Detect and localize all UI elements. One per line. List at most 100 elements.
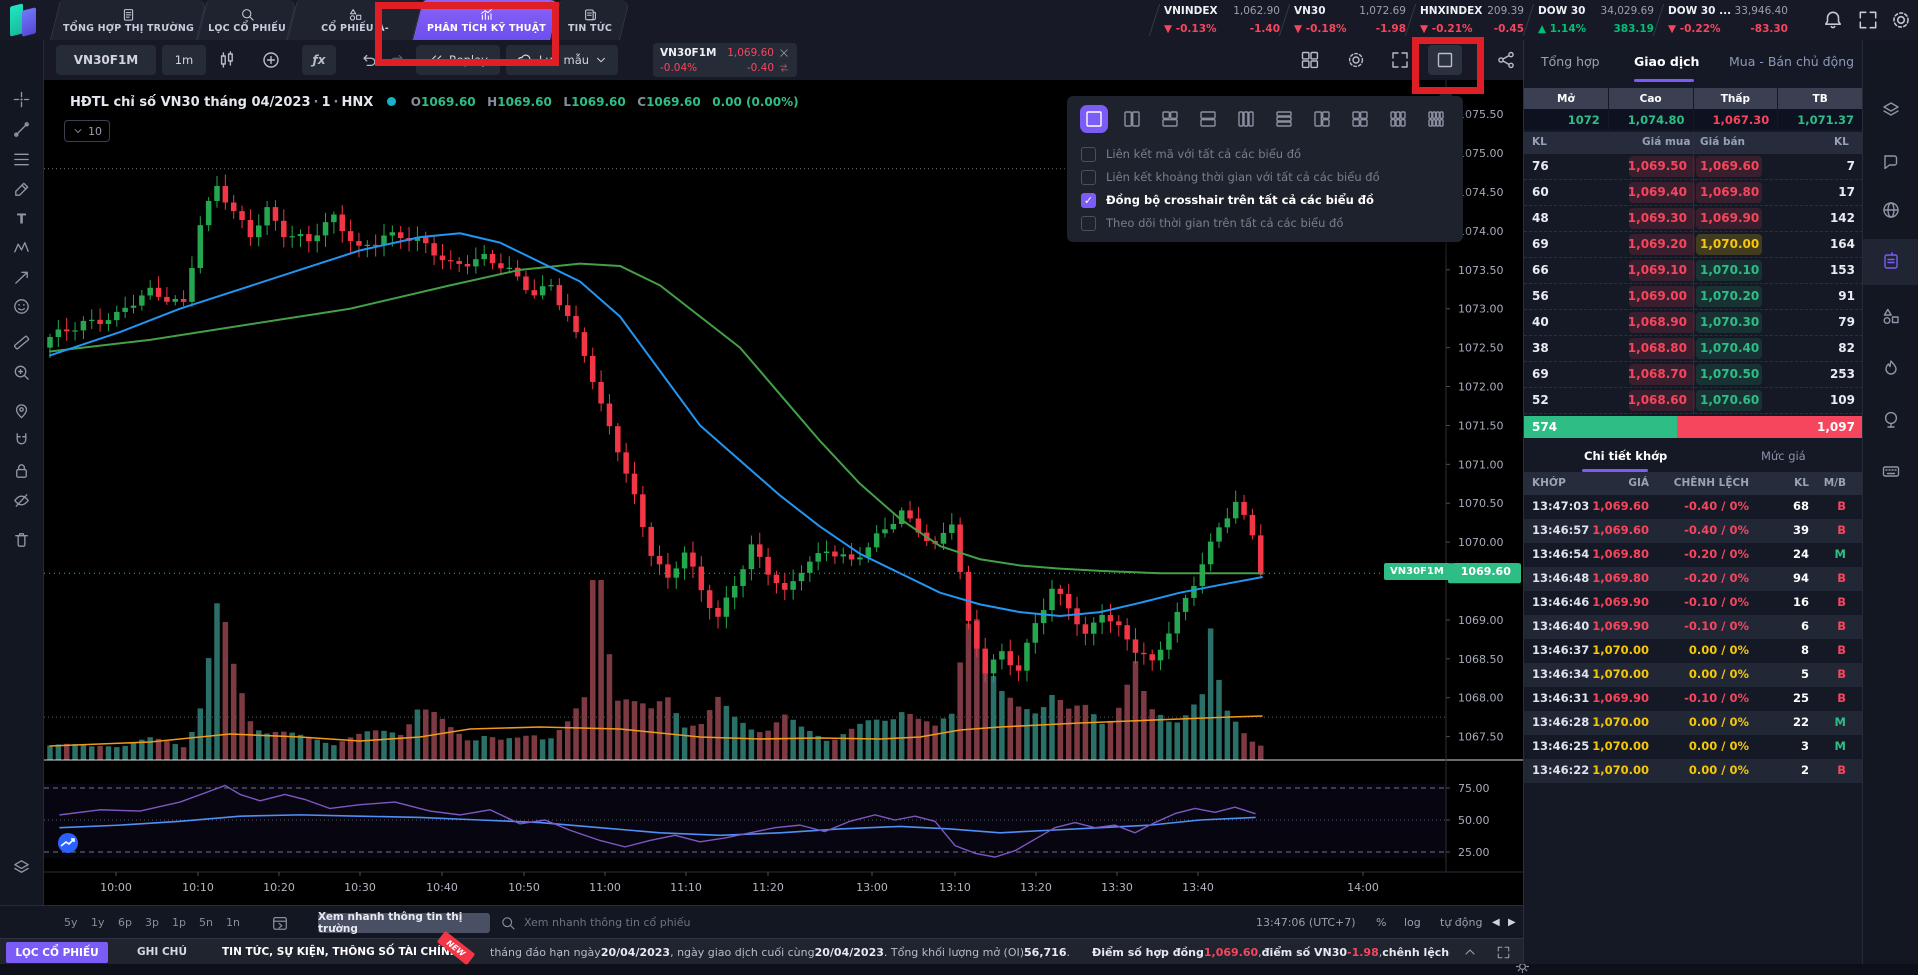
panel-tab-2[interactable]: Giao dịch	[1634, 53, 1700, 69]
layout-2top-1bottom-icon[interactable]	[1156, 105, 1184, 133]
pane-next-arrow[interactable]: ▶	[1508, 917, 1516, 928]
chart-settings-icon[interactable]	[1340, 45, 1372, 75]
stock-filter-button[interactable]: LỌC CỔ PHIẾU	[6, 942, 108, 963]
index-chip-hnxindex[interactable]: HNXINDEX 209.39 ▼ -0.21% -0.45	[1420, 5, 1524, 35]
fx-indicators-icon[interactable]: ƒx	[302, 45, 336, 75]
indicators-icon[interactable]	[256, 45, 286, 75]
clock-label[interactable]: 13:47:06 (UTC+7)	[1256, 916, 1356, 929]
lock-icon[interactable]	[12, 461, 31, 480]
news-events-tab[interactable]: TIN TỨC, SỰ KIỆN, THÔNG SỐ TÀI CHÍNH	[222, 946, 459, 958]
flame-icon[interactable]	[1881, 358, 1901, 378]
settings-gear-icon[interactable]	[1890, 9, 1912, 31]
nav-tab-4[interactable]: PHÂN TÍCH KỸ THUẬT	[413, 0, 560, 40]
bell-icon[interactable]	[1822, 9, 1844, 31]
layout-1-icon[interactable]	[1080, 105, 1108, 133]
crosshair-icon[interactable]	[12, 90, 31, 109]
stock-search-input[interactable]: Xem nhanh thông tin cổ phiếu	[524, 916, 691, 929]
layout-checkbox-2[interactable]: Liên kết khoảng thời gian với tất cả các…	[1081, 167, 1380, 187]
layout-checkbox-4[interactable]: Theo dõi thời gian trên tất cả các biểu …	[1081, 213, 1343, 233]
layout-checkbox-1[interactable]: Liên kết mã với tất cả các biểu đồ	[1081, 144, 1301, 164]
index-chip-dow-30-[interactable]: DOW 30 ... 33,946.40 ▼ -0.22% -83.30	[1668, 5, 1788, 35]
brush-icon[interactable]	[12, 180, 31, 199]
nav-tab-1[interactable]: TỔNG HỢP THỊ TRƯỜNG	[50, 0, 207, 40]
layout-3col-icon[interactable]	[1232, 105, 1260, 133]
range-5n[interactable]: 5n	[199, 916, 213, 929]
nav-tab-5[interactable]: TIN TỨC	[550, 0, 630, 40]
range-6p[interactable]: 6p	[118, 916, 132, 929]
redo-icon[interactable]	[384, 45, 410, 75]
nav-tab-3[interactable]: CỔ PHIẾU A-	[287, 0, 423, 40]
collapse-chevron-icon[interactable]	[1462, 939, 1478, 965]
index-chip-vn30[interactable]: VN30 1,072.69 ▼ -0.18% -1.98	[1294, 5, 1406, 35]
multichart-layout-icon[interactable]	[1294, 45, 1326, 75]
trend-line-icon[interactable]	[12, 120, 31, 139]
globe-stand-icon[interactable]	[1881, 410, 1901, 430]
pattern-icon[interactable]	[12, 238, 31, 257]
layout-checkbox-3[interactable]: ✓ Đồng bộ crosshair trên tất cả các biểu …	[1081, 190, 1374, 210]
nav-tab-2[interactable]: LỌC CỔ PHIẾU	[197, 0, 297, 40]
chat-icon[interactable]	[1881, 152, 1901, 172]
layout-grid8-icon[interactable]	[1422, 105, 1450, 133]
layout-3row-icon[interactable]	[1270, 105, 1298, 133]
layout-grid6-icon[interactable]	[1384, 105, 1412, 133]
fib-icon[interactable]	[12, 150, 31, 169]
trade-tab-2[interactable]: Mức giá	[1761, 449, 1806, 463]
doc-icon[interactable]	[1881, 251, 1901, 271]
market-quickview-button[interactable]: Xem nhanh thông tin thị trường	[318, 911, 490, 935]
keyboard-icon[interactable]	[1881, 461, 1901, 481]
ruler-icon[interactable]	[12, 333, 31, 352]
undo-icon[interactable]	[356, 45, 382, 75]
fullscreen-icon[interactable]	[1857, 9, 1879, 31]
layout-2row-icon[interactable]	[1194, 105, 1222, 133]
range-1n[interactable]: 1n	[226, 916, 240, 929]
trash-icon[interactable]	[12, 530, 31, 549]
chart-area[interactable]: 1075.50 1075.00 1074.50 1074.00 1073.50 1073.…	[44, 80, 1530, 974]
watchlist-chip[interactable]: VN30F1M 1,069.60 -0.04% -0.40	[653, 43, 797, 77]
order-book-row[interactable]: 69 1,069.20 1,070.00 164	[1524, 232, 1863, 258]
index-chip-dow-30[interactable]: DOW 30 34,029.69 ▲ 1.14% 383.19	[1538, 5, 1654, 35]
layout-1left-2right-icon[interactable]	[1308, 105, 1336, 133]
pane-prev-arrow[interactable]: ◀	[1492, 917, 1500, 928]
eye-off-icon[interactable]	[12, 491, 31, 510]
globe-icon[interactable]	[1881, 200, 1901, 220]
layout-2col-icon[interactable]	[1118, 105, 1146, 133]
log-scale-toggle[interactable]: log	[1404, 916, 1421, 929]
auto-scale-toggle[interactable]: tự động	[1440, 916, 1483, 929]
panel-tab-1[interactable]: Tổng hợp	[1541, 53, 1600, 69]
percent-scale-toggle[interactable]: %	[1376, 916, 1387, 929]
text-icon[interactable]: T	[12, 209, 31, 228]
interval-button[interactable]: 1m	[162, 45, 206, 75]
zoom-in-icon[interactable]	[12, 363, 31, 382]
symbol-button[interactable]: VN30F1M	[56, 45, 156, 75]
chart-fullscreen-icon[interactable]	[1384, 45, 1416, 75]
magnet-icon[interactable]	[12, 431, 31, 450]
expand-panel-icon[interactable]	[1496, 939, 1511, 965]
range-5y[interactable]: 5y	[64, 916, 78, 929]
forecast-icon[interactable]	[12, 268, 31, 287]
trade-tab-1[interactable]: Chi tiết khớp	[1584, 449, 1668, 463]
shapes-icon[interactable]	[1881, 306, 1901, 326]
goto-date-icon[interactable]	[271, 906, 289, 939]
range-1y[interactable]: 1y	[91, 916, 105, 929]
emoji-icon[interactable]	[12, 297, 31, 316]
notes-tab[interactable]: GHI CHÚ	[137, 946, 187, 958]
candle-style-icon[interactable]	[212, 45, 242, 75]
indicator-count-badge[interactable]: 10	[64, 120, 110, 142]
range-1p[interactable]: 1p	[172, 916, 186, 929]
order-book-row[interactable]: 69 1,068.70 1,070.50 253	[1524, 362, 1863, 388]
replay-button[interactable]: Replay	[416, 45, 500, 75]
save-template-button[interactable]: Lưu mẫu	[506, 45, 618, 75]
layers-icon[interactable]	[1881, 100, 1901, 120]
range-3p[interactable]: 3p	[145, 916, 159, 929]
index-chip-vnindex[interactable]: VNINDEX 1,062.90 ▼ -0.13% -1.40	[1164, 5, 1280, 35]
order-book-row[interactable]: 56 1,069.00 1,070.20 91	[1524, 284, 1863, 310]
order-book-row[interactable]: 52 1,068.60 1,070.60 109	[1524, 388, 1863, 414]
panel-tab-3[interactable]: Mua - Bán chủ động	[1729, 53, 1855, 69]
layers-icon[interactable]	[12, 858, 31, 877]
app-logo-icon[interactable]	[10, 3, 40, 37]
layout-grid4-icon[interactable]	[1346, 105, 1374, 133]
close-icon[interactable]	[778, 47, 790, 59]
layout-select-icon[interactable]	[1428, 45, 1462, 75]
share-icon[interactable]	[1490, 45, 1522, 75]
pin-icon[interactable]	[12, 401, 31, 420]
